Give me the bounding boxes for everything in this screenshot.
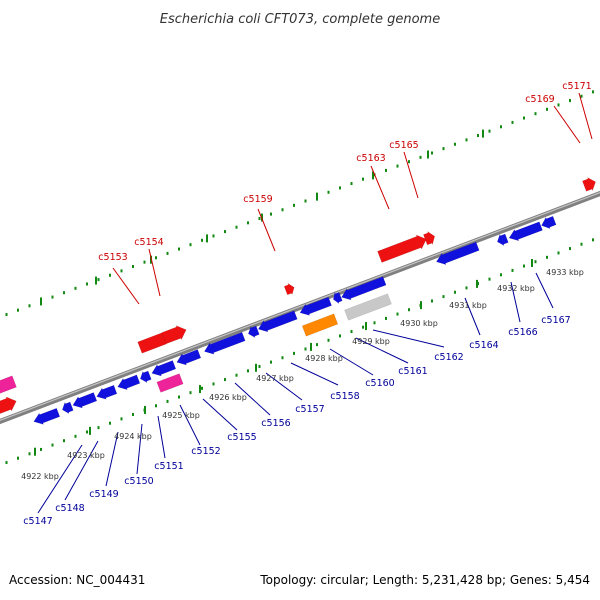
genome-backbone xyxy=(0,190,600,425)
gene-arrow xyxy=(151,360,177,377)
kbp-label: 4928 kbp xyxy=(305,354,343,363)
callout-line xyxy=(355,337,409,364)
forward-gene-label: c5154 xyxy=(134,237,163,248)
kbp-label: 4932 kbp xyxy=(497,284,535,293)
kbp-label: 4923 kbp xyxy=(67,451,105,460)
callout-line xyxy=(179,404,201,446)
gene-arrow xyxy=(508,221,543,242)
gene-arrow xyxy=(176,349,202,366)
gene-features xyxy=(0,176,596,425)
gene-arrow xyxy=(541,215,557,230)
callout-line xyxy=(234,382,271,416)
reverse-strand-ticks xyxy=(5,238,594,465)
reverse-gene-label: c5155 xyxy=(227,432,256,443)
callout-line xyxy=(290,362,339,386)
gene-arrow xyxy=(117,374,141,391)
gene-arrow xyxy=(283,282,295,296)
callout-line xyxy=(112,267,140,305)
kbp-label: 4933 kbp xyxy=(546,268,584,277)
gene-arrow xyxy=(139,370,152,384)
callout-line xyxy=(265,372,303,401)
gene-arrow xyxy=(137,332,167,354)
gene-arrow xyxy=(0,396,17,414)
forward-strand-ticks xyxy=(5,90,594,317)
kbp-label: 4930 kbp xyxy=(400,319,438,328)
forward-gene-label: c5153 xyxy=(98,252,127,263)
gene-arrow xyxy=(301,313,339,337)
forward-gene-label: c5159 xyxy=(243,194,272,205)
accession-label: Accession: NC_004431 xyxy=(9,573,146,587)
gene-arrow xyxy=(61,401,74,415)
gene-arrow xyxy=(33,407,61,425)
callout-line xyxy=(136,423,143,475)
reverse-gene-label: c5158 xyxy=(330,391,359,402)
callout-line xyxy=(105,431,119,487)
kbp-label: 4929 kbp xyxy=(352,337,390,346)
reverse-gene-label: c5149 xyxy=(89,489,118,500)
kbp-label: 4922 kbp xyxy=(21,472,59,481)
callout-line xyxy=(37,444,83,514)
gene-arrow xyxy=(161,325,187,345)
forward-gene-label: c5171 xyxy=(562,81,591,92)
coordinate-labels: 4922 kbp 4923 kbp 4924 kbp 4925 kbp 4926 kbp… xyxy=(21,268,584,481)
callout-line xyxy=(553,105,581,144)
reverse-gene-label: c5151 xyxy=(154,461,183,472)
kbp-label: 4927 kbp xyxy=(256,374,294,383)
forward-gene-label: c5163 xyxy=(356,153,385,164)
gene-arrow xyxy=(496,233,509,247)
reverse-gene-label: c5166 xyxy=(508,327,537,338)
callout-line xyxy=(535,272,554,309)
gene-arrow xyxy=(341,276,387,301)
kbp-label: 4924 kbp xyxy=(114,432,152,441)
callout-line xyxy=(329,348,374,376)
gene-arrow xyxy=(436,241,480,265)
reverse-gene-label: c5162 xyxy=(434,352,463,363)
callout-line xyxy=(257,208,276,252)
callout-line xyxy=(403,151,419,199)
gene-arrow xyxy=(72,392,98,409)
backbone-highlight xyxy=(0,191,600,422)
callout-line xyxy=(578,92,593,140)
gene-arrow xyxy=(247,325,260,339)
kbp-label: 4925 kbp xyxy=(162,411,200,420)
callout-line xyxy=(202,398,238,431)
gene-arrow xyxy=(423,230,435,246)
reverse-gene-label: c5156 xyxy=(261,418,290,429)
callout-line xyxy=(157,415,166,459)
callout-line xyxy=(370,165,390,210)
gene-callouts: c5153 c5154 c5159 c5163 c5165 c5169 c5171 c5147… xyxy=(23,81,593,527)
reverse-gene-label: c5150 xyxy=(124,476,153,487)
forward-gene-label: c5169 xyxy=(525,94,554,105)
kbp-label: 4926 kbp xyxy=(209,393,247,402)
callout-line xyxy=(64,440,99,501)
gene-arrow xyxy=(0,375,17,394)
reverse-gene-label: c5164 xyxy=(469,340,498,351)
gene-arrow xyxy=(344,293,392,321)
gene-arrow xyxy=(299,296,332,316)
reverse-gene-label: c5167 xyxy=(541,315,570,326)
gene-arrow xyxy=(204,331,246,355)
callout-line xyxy=(510,281,521,323)
callout-line xyxy=(372,329,445,348)
callout-line xyxy=(148,248,161,297)
gene-arrow xyxy=(257,310,298,333)
genome-title: Escherichia coli CFT073, complete genome xyxy=(160,12,440,27)
reverse-gene-label: c5160 xyxy=(365,378,394,389)
gene-arrow xyxy=(156,373,184,393)
kbp-label: 4931 kbp xyxy=(449,301,487,310)
gene-arrow xyxy=(333,291,343,305)
reverse-gene-label: c5157 xyxy=(295,404,324,415)
gene-arrow xyxy=(96,384,118,400)
reverse-gene-label: c5148 xyxy=(55,503,84,514)
gene-arrow xyxy=(582,176,596,192)
callout-line xyxy=(464,297,481,336)
forward-gene-label: c5165 xyxy=(389,140,418,151)
reverse-gene-label: c5147 xyxy=(23,516,52,527)
topology-label: Topology: circular; Length: 5,231,428 bp… xyxy=(260,573,590,587)
reverse-gene-label: c5161 xyxy=(398,366,427,377)
gene-arrow xyxy=(377,234,427,263)
reverse-gene-label: c5152 xyxy=(191,446,220,457)
